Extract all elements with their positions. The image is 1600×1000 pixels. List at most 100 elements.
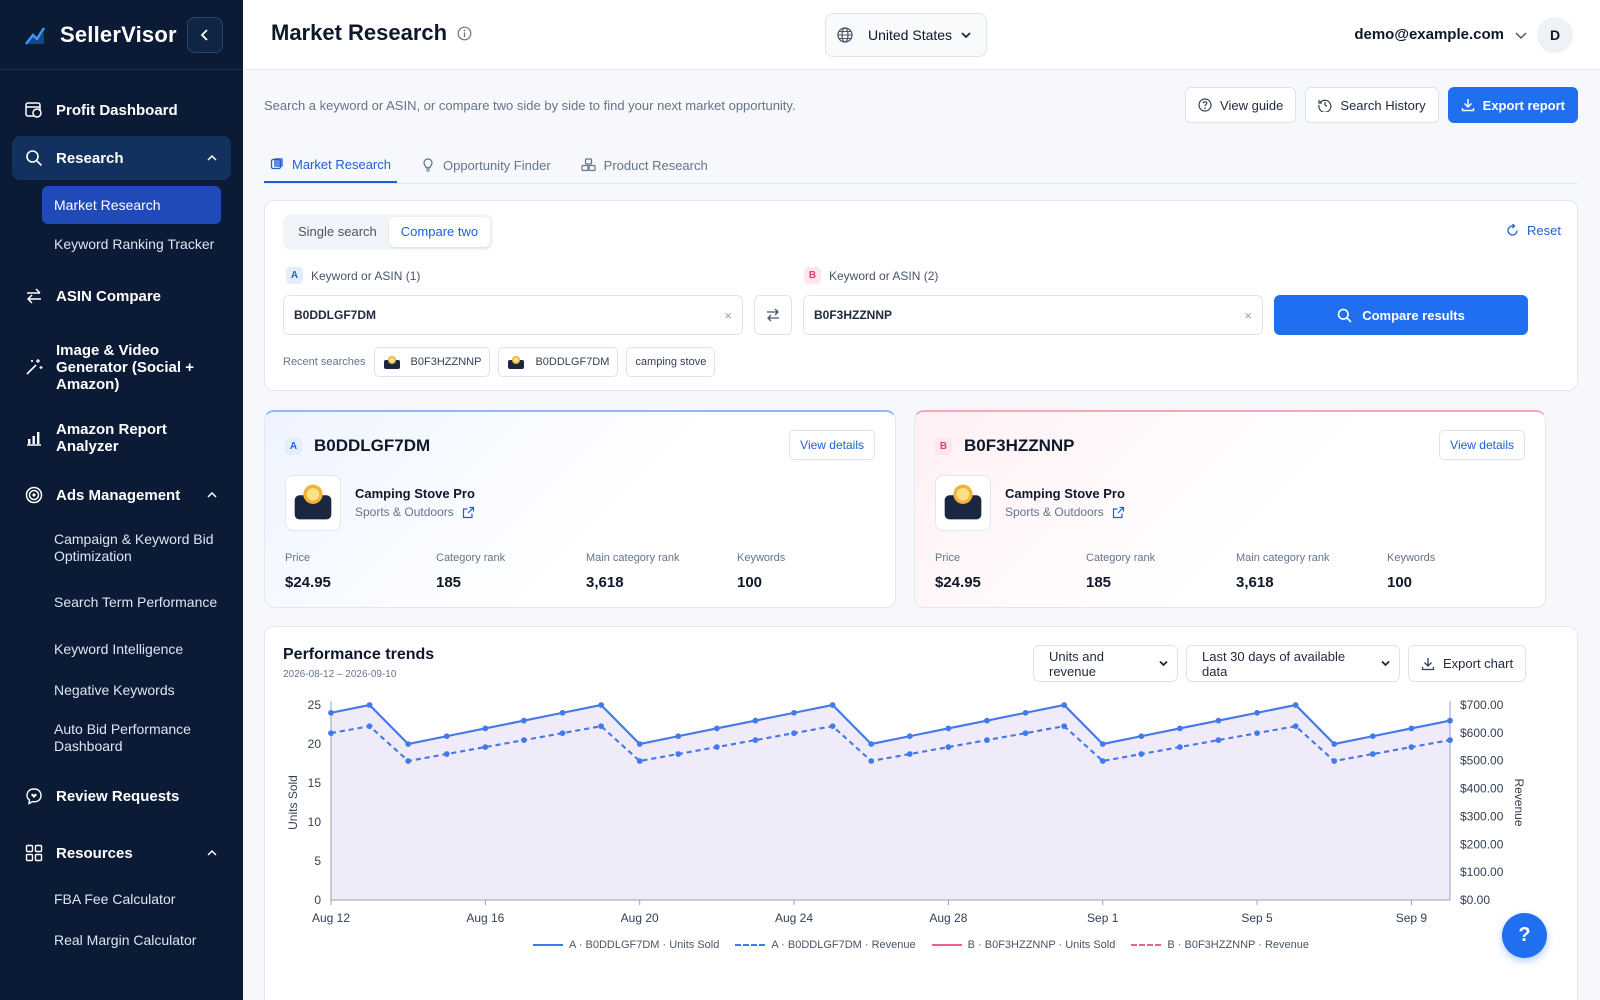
sidebar-subitem-market-research[interactable]: Market Research — [42, 186, 221, 224]
sidebar-item-amazon-report-analyzer[interactable]: Amazon Report Analyzer — [0, 407, 243, 469]
export-chart-button[interactable]: Export chart — [1408, 645, 1527, 682]
field-label-b: B Keyword or ASIN (2) — [804, 267, 938, 284]
sidebar-subitem-real-margin-calculator[interactable]: Real Margin Calculator — [54, 932, 197, 948]
clear-icon[interactable]: × — [1244, 307, 1252, 323]
metric-keywords: Keywords 100 — [737, 552, 785, 591]
reset-label: Reset — [1527, 223, 1561, 238]
sidebar-subitem-auto-bid-dashboard[interactable]: Auto Bid Performance Dashboard — [54, 721, 191, 754]
tab-opportunity-finder[interactable]: Opportunity Finder — [415, 147, 557, 183]
swap-inputs-button[interactable] — [754, 295, 792, 335]
sidebar-item-ads-management[interactable]: Ads Management — [0, 469, 243, 521]
legend-item[interactable]: B · B0F3HZZNNP · Units Sold — [931, 939, 1115, 951]
lightbulb-icon — [423, 158, 433, 172]
sidebar-item-profit-dashboard[interactable]: Profit Dashboard — [0, 84, 243, 136]
y2-tick-label: $200.00 — [1460, 837, 1504, 851]
badge-a: A — [285, 437, 302, 455]
keyword-asin-input-1[interactable]: B0DDLGF7DM × — [283, 295, 743, 335]
metric-keywords: Keywords 100 — [1387, 552, 1435, 591]
legend-item[interactable]: B · B0F3HZZNNP · Revenue — [1131, 939, 1309, 951]
data-point — [1099, 758, 1106, 764]
chevron-up-icon — [207, 154, 217, 161]
series-area — [331, 705, 1450, 900]
page-actions: View guide Search History Export report — [1185, 87, 1578, 123]
product-asin: B0F3HZZNNP — [964, 436, 1075, 455]
metric-label: Category rank — [1086, 552, 1156, 564]
trends-title: Performance trends — [283, 646, 435, 663]
data-point — [405, 741, 411, 747]
avatar[interactable]: D — [1537, 17, 1573, 53]
data-point — [559, 730, 566, 736]
product-thumbnail-icon — [508, 356, 525, 369]
help-button[interactable]: ? — [1502, 913, 1547, 958]
chevron-down-icon[interactable] — [1514, 28, 1528, 42]
sidebar-item-review-requests[interactable]: Review Requests — [0, 765, 243, 827]
data-point — [1370, 733, 1376, 739]
sidebar-item-label: Resources — [56, 844, 133, 862]
data-point — [1061, 723, 1067, 729]
sidebar-subitem-search-term-performance[interactable]: Search Term Performance — [54, 593, 218, 610]
tab-market-research[interactable]: Market Research — [264, 147, 397, 183]
compare-two-option[interactable]: Compare two — [388, 217, 491, 247]
sidebar-item-image-video-generator[interactable]: Image & Video Generator (Social + Amazon… — [0, 327, 243, 407]
period-select[interactable]: Last 30 days of available data — [1186, 645, 1400, 682]
recent-search-chip[interactable]: camping stove — [626, 347, 716, 377]
sidebar-item-research[interactable]: Research — [12, 136, 231, 180]
external-link-icon[interactable] — [1112, 506, 1125, 519]
metric-price: Price $24.95 — [285, 552, 331, 591]
globe-icon — [837, 27, 853, 43]
clear-icon[interactable]: × — [724, 307, 732, 323]
legend-item[interactable]: A · B0DDLGF7DM · Revenue — [735, 939, 916, 951]
legend-swatch — [1131, 944, 1162, 946]
collapse-sidebar-button[interactable] — [187, 16, 223, 53]
metric-label: Category rank — [436, 552, 506, 564]
export-chart-label: Export chart — [1443, 656, 1514, 671]
sidebar-subitem-negative-keywords[interactable]: Negative Keywords — [54, 682, 175, 698]
sidebar-subitem-campaign-bid-optimization[interactable]: Campaign & Keyword Bid Optimization — [54, 531, 214, 564]
keyword-asin-input-2[interactable]: B0F3HZZNNP × — [803, 295, 1263, 335]
data-point — [1254, 730, 1260, 736]
info-icon[interactable] — [457, 26, 472, 41]
user-email[interactable]: demo@example.com — [1354, 26, 1504, 43]
data-point — [1408, 744, 1415, 750]
external-link-icon[interactable] — [462, 506, 475, 519]
view-details-button[interactable]: View details — [1439, 430, 1525, 460]
legend-label: A · B0DDLGF7DM · Revenue — [771, 939, 916, 951]
x-tick-label: Sep 9 — [1396, 911, 1428, 925]
view-guide-button[interactable]: View guide — [1185, 87, 1297, 123]
x-tick-label: Aug 28 — [929, 911, 967, 925]
metric-select[interactable]: Units and revenue — [1033, 645, 1178, 682]
sidebar-subitem-fba-fee-calculator[interactable]: FBA Fee Calculator — [54, 891, 176, 907]
recent-search-chip[interactable]: B0DDLGF7DM — [498, 347, 619, 377]
data-point — [945, 725, 952, 732]
view-details-button[interactable]: View details — [789, 430, 875, 460]
y2-tick-label: $400.00 — [1460, 782, 1504, 796]
chevron-left-icon — [200, 28, 208, 41]
search-history-button[interactable]: Search History — [1305, 87, 1439, 123]
export-report-button[interactable]: Export report — [1447, 87, 1578, 123]
sidebar-item-asin-compare[interactable]: ASIN Compare — [0, 265, 243, 327]
single-search-option[interactable]: Single search — [298, 224, 377, 239]
metric-price: Price $24.95 — [935, 552, 981, 591]
recent-search-chip[interactable]: B0F3HZZNNP — [373, 347, 491, 377]
data-point — [945, 744, 952, 750]
product-category-text: Sports & Outdoors — [1005, 505, 1104, 519]
compare-results-button[interactable]: Compare results — [1274, 295, 1528, 335]
sidebar-subitem-keyword-intelligence[interactable]: Keyword Intelligence — [54, 641, 184, 657]
search-history-label: Search History — [1340, 97, 1426, 113]
metric-category-rank: Category rank 185 — [1086, 552, 1155, 591]
data-point — [1099, 741, 1106, 747]
legend-item[interactable]: A · B0DDLGF7DM · Units Sold — [532, 939, 719, 951]
y-tick-label: 20 — [308, 737, 322, 751]
country-select[interactable]: United States — [825, 13, 987, 57]
data-point — [366, 723, 373, 729]
reset-button[interactable]: Reset — [1506, 223, 1561, 238]
data-point — [366, 702, 373, 708]
metric-select-value: Units and revenue — [1049, 648, 1104, 679]
trends-date-range: 2026-08-12 – 2026-09-10 — [283, 669, 397, 680]
download-icon — [1421, 657, 1435, 670]
data-point — [714, 744, 720, 750]
tab-product-research[interactable]: Product Research — [575, 147, 714, 183]
data-point — [1292, 702, 1299, 708]
sidebar-subitem-keyword-ranking-tracker[interactable]: Keyword Ranking Tracker — [54, 236, 215, 252]
sidebar-item-resources[interactable]: Resources — [0, 827, 243, 879]
